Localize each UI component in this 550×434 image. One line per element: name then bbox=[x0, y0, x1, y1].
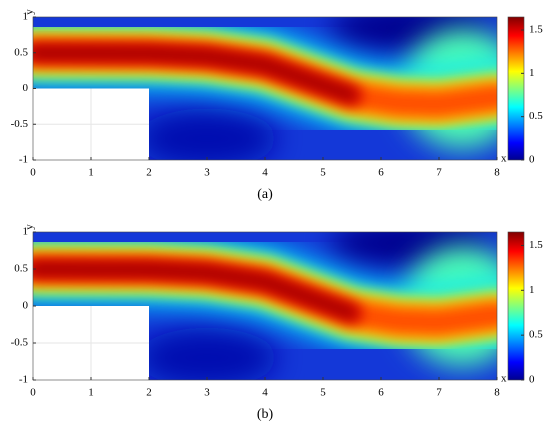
jet-band bbox=[33, 47, 357, 101]
colorbar-tick-label: 0 bbox=[529, 374, 535, 386]
x-tick-label: 5 bbox=[320, 387, 326, 399]
x-tick-label: 6 bbox=[378, 167, 384, 179]
low-region bbox=[137, 108, 277, 160]
x-tick-label: 1 bbox=[88, 167, 94, 179]
y-axis-label: y bbox=[24, 224, 36, 230]
colorbar-tick-label: 0.5 bbox=[529, 110, 543, 122]
y-tick-label: 1 bbox=[23, 226, 29, 238]
colorbar-tick-label: 1 bbox=[529, 284, 535, 296]
x-tick-label: 3 bbox=[204, 387, 210, 399]
y-tick-label: 0.5 bbox=[14, 46, 28, 58]
x-tick-label: 2 bbox=[146, 387, 152, 399]
y-tick-label: 1 bbox=[23, 11, 29, 23]
x-tick-label: 6 bbox=[378, 387, 384, 399]
field-layers bbox=[33, 17, 497, 160]
x-tick-label: 0 bbox=[30, 387, 36, 399]
field bbox=[33, 232, 497, 380]
field-layers bbox=[33, 232, 497, 380]
y-tick-label: 0.5 bbox=[14, 263, 28, 275]
x-tick-label: 0 bbox=[30, 167, 36, 179]
y-tick-label: 0 bbox=[23, 300, 29, 312]
colorbar-tick-label: 1 bbox=[529, 67, 535, 79]
colorbar-tick-label: 1.5 bbox=[529, 239, 543, 251]
x-tick-label: 8 bbox=[494, 167, 500, 179]
x-tick-label: 8 bbox=[494, 387, 500, 399]
colorbar-tick-label: 0.5 bbox=[529, 329, 543, 341]
colorbar bbox=[507, 231, 525, 381]
y-tick-label: -1 bbox=[19, 374, 28, 386]
x-tick-label: 7 bbox=[436, 167, 442, 179]
colorbar-tick-label: 1.5 bbox=[529, 24, 543, 36]
x-tick-label: 2 bbox=[146, 167, 152, 179]
x-axis-label: x bbox=[501, 373, 507, 385]
x-tick-label: 3 bbox=[204, 167, 210, 179]
x-tick-label: 5 bbox=[320, 167, 326, 179]
jet-band bbox=[33, 264, 357, 319]
y-tick-label: -1 bbox=[19, 154, 28, 166]
x-axis-label: x bbox=[501, 153, 507, 165]
colorbar-tick-label: 0 bbox=[529, 154, 535, 166]
x-tick-label: 1 bbox=[88, 387, 94, 399]
low-region bbox=[137, 327, 277, 380]
y-axis-label: y bbox=[24, 9, 36, 15]
y-tick-label: 0 bbox=[23, 82, 29, 94]
x-tick-label: 4 bbox=[262, 167, 268, 179]
x-tick-label: 4 bbox=[262, 387, 268, 399]
field bbox=[33, 17, 497, 160]
colorbar bbox=[507, 16, 525, 161]
caption: (a) bbox=[257, 187, 273, 202]
x-tick-label: 7 bbox=[436, 387, 442, 399]
y-tick-label: -0.5 bbox=[11, 118, 29, 130]
caption: (b) bbox=[257, 407, 274, 422]
y-tick-label: -0.5 bbox=[11, 337, 29, 349]
